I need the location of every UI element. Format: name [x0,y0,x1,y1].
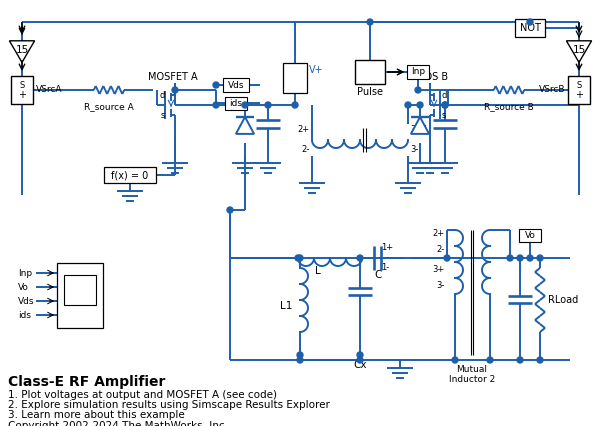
Circle shape [227,207,233,213]
Bar [515,19,545,37]
Text: S: S [19,81,25,90]
Text: Class-E RF Amplifier: Class-E RF Amplifier [8,375,165,389]
Circle shape [444,255,450,261]
Text: 45 V: 45 V [285,76,305,85]
Circle shape [367,19,373,25]
Text: 1+: 1+ [381,244,393,253]
Circle shape [357,255,363,261]
Bar [64,275,96,305]
Text: 1-: 1- [381,264,389,273]
Text: MOSFET A: MOSFET A [148,72,198,82]
Circle shape [452,357,458,363]
Text: 3+: 3+ [433,265,445,274]
Text: 3-: 3- [410,146,418,155]
Text: 2-: 2- [437,245,445,254]
Circle shape [357,357,363,363]
Polygon shape [10,41,35,62]
Text: 3-: 3- [436,282,445,291]
Circle shape [415,87,421,93]
Circle shape [537,357,543,363]
Polygon shape [236,117,254,134]
Text: R_source B: R_source B [484,102,534,111]
Bar [225,97,247,109]
Polygon shape [566,41,591,62]
Text: Copyright 2002-2024 The MathWorks, Inc.: Copyright 2002-2024 The MathWorks, Inc. [8,421,228,426]
Circle shape [507,255,513,261]
Circle shape [297,255,303,261]
Text: ids: ids [230,98,242,107]
Circle shape [405,102,411,108]
Text: 15: 15 [572,45,585,55]
Text: RLoad: RLoad [548,295,578,305]
Text: 2-: 2- [302,146,310,155]
Text: NOT: NOT [519,23,540,33]
Circle shape [417,102,423,108]
Circle shape [442,102,448,108]
Text: ids: ids [18,311,31,320]
Text: Vo: Vo [18,282,29,291]
Polygon shape [411,117,429,134]
Circle shape [295,255,301,261]
Circle shape [442,102,448,108]
Circle shape [527,255,533,261]
Text: 15: 15 [16,45,29,55]
Bar [568,76,590,104]
Bar [407,65,429,79]
Text: Inp: Inp [18,268,32,277]
Text: d: d [442,92,447,101]
Circle shape [487,357,493,363]
Text: L1: L1 [279,301,292,311]
Text: Inp: Inp [411,67,425,77]
Bar [223,78,249,92]
Text: Vds: Vds [18,296,34,305]
Text: +: + [417,121,427,131]
Text: C: C [374,270,382,280]
Text: +: + [575,90,583,100]
Bar [11,76,33,104]
Text: VSrcB: VSrcB [538,86,565,95]
Circle shape [527,19,533,25]
Circle shape [172,87,178,93]
Text: 3. Learn more about this example: 3. Learn more about this example [8,410,185,420]
Circle shape [265,102,271,108]
Bar [57,262,103,328]
Text: s: s [160,112,165,121]
Text: 2+: 2+ [433,230,445,239]
Text: +: + [239,121,248,131]
Bar [283,63,307,93]
Text: Vds: Vds [228,81,244,89]
Text: 1. Plot voltages at output and MOSFET A (see code): 1. Plot voltages at output and MOSFET A … [8,390,277,400]
Text: 3+: 3+ [410,126,423,135]
Text: V+: V+ [309,65,323,75]
Text: d: d [160,92,165,101]
Circle shape [537,255,543,261]
Circle shape [297,357,303,363]
Circle shape [297,352,303,358]
Text: f(x) = 0: f(x) = 0 [111,170,148,180]
Text: Pulse: Pulse [357,87,383,97]
Circle shape [292,102,298,108]
Text: 2+: 2+ [298,126,310,135]
Bar [355,60,385,84]
Text: VSrcA: VSrcA [36,86,63,95]
Text: s: s [442,112,447,121]
Bar [519,228,541,242]
Circle shape [517,357,523,363]
Text: R_source A: R_source A [84,102,134,111]
Circle shape [357,352,363,358]
Circle shape [517,255,523,261]
Text: Mutual
Inductor 2: Mutual Inductor 2 [449,365,495,384]
Text: +: + [18,90,26,100]
Circle shape [213,102,219,108]
Text: S: S [576,81,582,90]
Bar [104,167,156,183]
Text: MOS B: MOS B [416,72,448,82]
Text: Vo: Vo [525,230,535,239]
Text: Cx: Cx [353,360,367,370]
Circle shape [213,82,219,88]
Text: VSrc: VSrc [285,64,305,73]
Text: 2. Explore simulation results using Simscape Results Explorer: 2. Explore simulation results using Sims… [8,400,330,410]
Text: L: L [315,266,321,276]
Circle shape [242,102,248,108]
